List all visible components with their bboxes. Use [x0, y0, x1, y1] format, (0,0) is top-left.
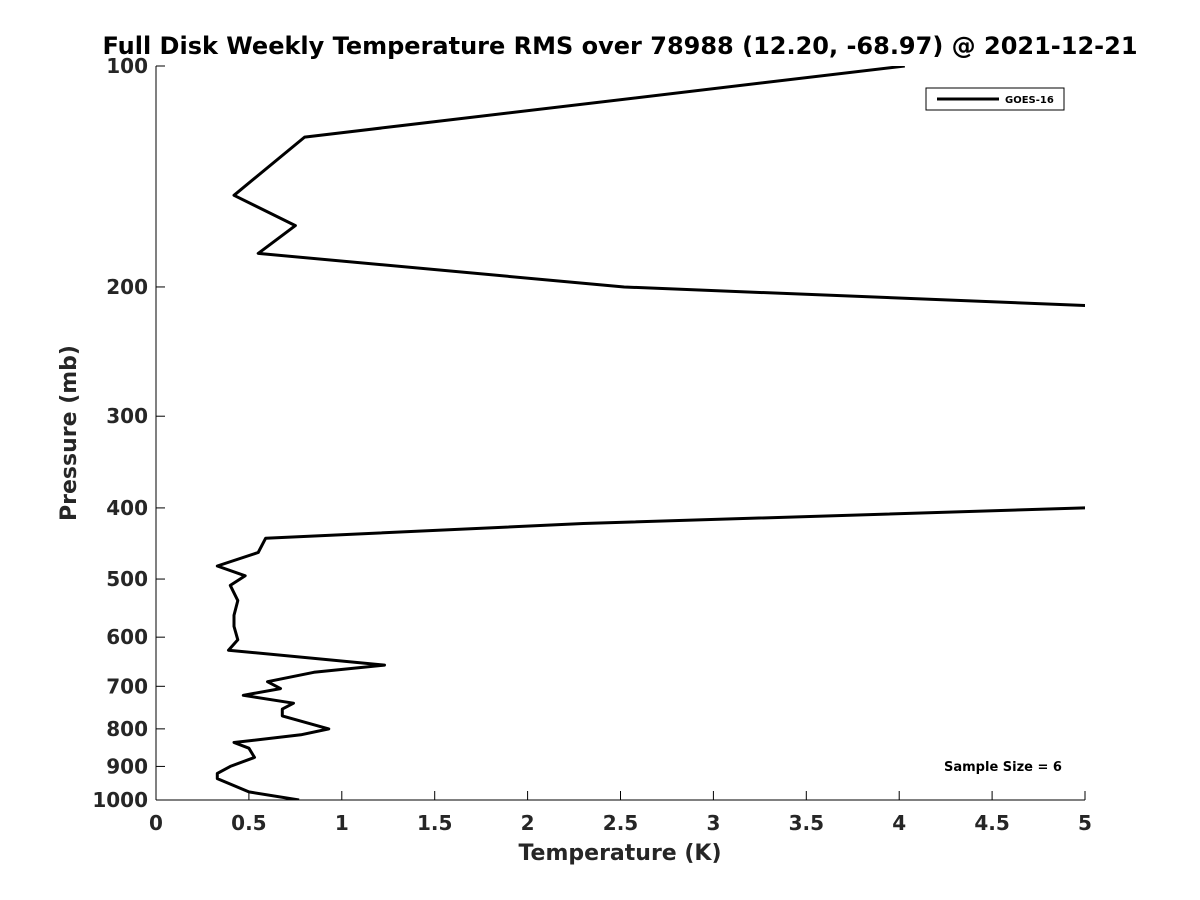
y-tick-label: 200 [106, 275, 148, 299]
y-ticks: 100 200 300 400 500 600 700 800 900 1000 [92, 54, 165, 812]
y-tick-label: 600 [106, 625, 148, 649]
sample-size-note: Sample Size = 6 [944, 760, 1062, 775]
y-tick-label: 800 [106, 717, 148, 741]
y-tick-label: 100 [106, 54, 148, 78]
x-tick-label: 2.5 [603, 811, 638, 835]
legend-label-goes-16: GOES-16 [1005, 95, 1054, 106]
y-tick-label: 1000 [92, 788, 148, 812]
y-axis-label: Pressure (mb) [57, 345, 82, 521]
x-ticks: 0 0.5 1 1.5 2 2.5 3 3.5 4 4.5 5 [149, 791, 1092, 835]
series-line-goes-16 [215, 66, 1085, 800]
x-tick-label: 4.5 [974, 811, 1009, 835]
x-tick-label: 2 [521, 811, 535, 835]
x-axis-label: Temperature (K) [518, 841, 721, 866]
x-tick-label: 4 [892, 811, 906, 835]
series-layer [215, 66, 1085, 800]
axes [155, 66, 1085, 801]
y-tick-label: 900 [106, 754, 148, 778]
chart-title: Full Disk Weekly Temperature RMS over 78… [102, 32, 1137, 60]
y-tick-label: 500 [106, 567, 148, 591]
x-tick-label: 0.5 [231, 811, 266, 835]
y-tick-label: 400 [106, 496, 148, 520]
x-tick-label: 0 [149, 811, 163, 835]
y-tick-label: 700 [106, 674, 148, 698]
y-tick-label: 300 [106, 404, 148, 428]
x-tick-label: 5 [1078, 811, 1092, 835]
x-tick-label: 3 [706, 811, 720, 835]
x-tick-label: 1 [335, 811, 349, 835]
x-tick-label: 1.5 [417, 811, 452, 835]
x-tick-label: 3.5 [789, 811, 824, 835]
legend: GOES-16 [925, 87, 1065, 111]
